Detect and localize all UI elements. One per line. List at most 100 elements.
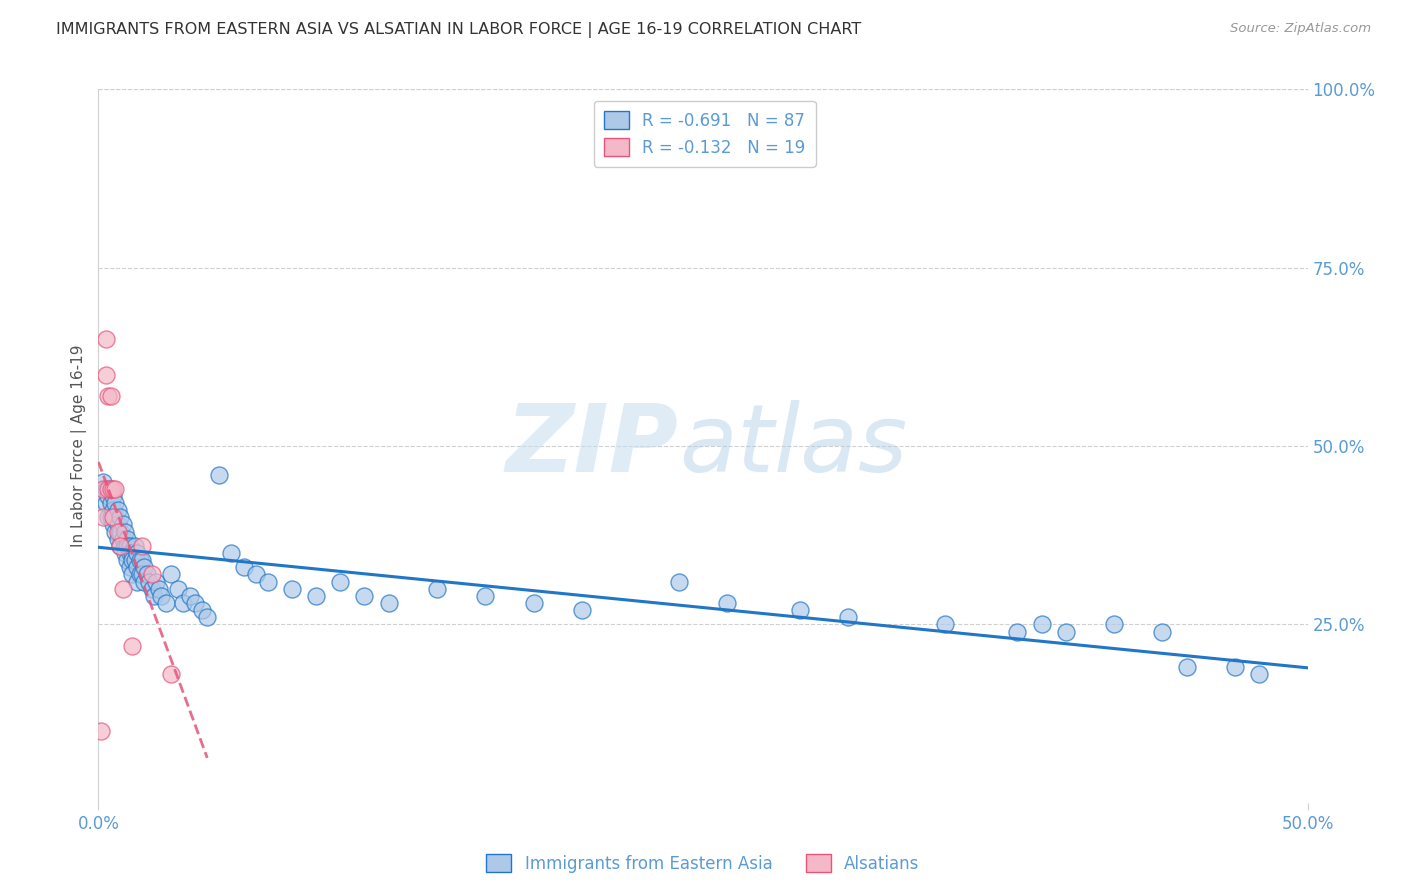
Point <box>167 582 190 596</box>
Point <box>117 553 139 567</box>
Point <box>131 539 153 553</box>
Point <box>107 524 129 539</box>
Point <box>138 574 160 589</box>
Point <box>135 567 157 582</box>
Point <box>191 603 214 617</box>
Point <box>329 574 352 589</box>
Point <box>91 510 114 524</box>
Point <box>221 546 243 560</box>
Point <box>1152 624 1174 639</box>
Point <box>117 539 139 553</box>
Point <box>148 582 170 596</box>
Point <box>245 567 267 582</box>
Point <box>97 510 120 524</box>
Point <box>127 574 149 589</box>
Point <box>1102 617 1125 632</box>
Point <box>111 532 134 546</box>
Point <box>789 603 811 617</box>
Point <box>281 582 304 596</box>
Point <box>141 582 163 596</box>
Point <box>114 539 136 553</box>
Point <box>134 574 156 589</box>
Point <box>131 567 153 582</box>
Point <box>571 603 593 617</box>
Point <box>94 332 117 346</box>
Point <box>111 517 134 532</box>
Point <box>90 724 112 739</box>
Point <box>716 596 738 610</box>
Point <box>353 589 375 603</box>
Point <box>94 482 117 496</box>
Point <box>124 553 146 567</box>
Point <box>160 667 183 681</box>
Point <box>101 503 124 517</box>
Point <box>1054 624 1077 639</box>
Point <box>1175 660 1198 674</box>
Point <box>172 596 194 610</box>
Point <box>160 567 183 582</box>
Point <box>208 467 231 482</box>
Point <box>108 539 131 553</box>
Point <box>94 496 117 510</box>
Point <box>668 574 690 589</box>
Point <box>1223 660 1246 674</box>
Point <box>108 539 131 553</box>
Point <box>179 589 201 603</box>
Point <box>127 546 149 560</box>
Point <box>150 589 173 603</box>
Point <box>104 482 127 496</box>
Point <box>101 510 124 524</box>
Point <box>118 539 141 553</box>
Text: ZIP: ZIP <box>506 400 679 492</box>
Point <box>104 496 127 510</box>
Point <box>143 589 166 603</box>
Point <box>837 610 859 624</box>
Point <box>114 546 136 560</box>
Point <box>107 517 129 532</box>
Point <box>934 617 956 632</box>
Point <box>134 560 156 574</box>
Point <box>118 560 141 574</box>
Point <box>184 596 207 610</box>
Point <box>426 582 449 596</box>
Text: IMMIGRANTS FROM EASTERN ASIA VS ALSATIAN IN LABOR FORCE | AGE 16-19 CORRELATION : IMMIGRANTS FROM EASTERN ASIA VS ALSATIAN… <box>56 22 862 38</box>
Point <box>108 524 131 539</box>
Point <box>128 567 150 582</box>
Point <box>91 475 114 489</box>
Point <box>131 553 153 567</box>
Text: Source: ZipAtlas.com: Source: ZipAtlas.com <box>1230 22 1371 36</box>
Point <box>1007 624 1029 639</box>
Point <box>124 539 146 553</box>
Point <box>108 510 131 524</box>
Point <box>155 596 177 610</box>
Point <box>100 496 122 510</box>
Point <box>117 532 139 546</box>
Point <box>101 489 124 503</box>
Point <box>101 517 124 532</box>
Point <box>91 482 114 496</box>
Point <box>256 574 278 589</box>
Point <box>121 553 143 567</box>
Point <box>145 574 167 589</box>
Point <box>100 482 122 496</box>
Point <box>523 596 546 610</box>
Point <box>101 482 124 496</box>
Point <box>141 567 163 582</box>
Point <box>377 596 399 610</box>
Point <box>111 582 134 596</box>
Point <box>100 389 122 403</box>
Point <box>232 560 254 574</box>
Point <box>94 368 117 382</box>
Point <box>305 589 328 603</box>
Point <box>100 482 122 496</box>
Point <box>474 589 496 603</box>
Point <box>104 510 127 524</box>
Point <box>128 553 150 567</box>
Point <box>104 524 127 539</box>
Legend: R = -0.691   N = 87, R = -0.132   N = 19: R = -0.691 N = 87, R = -0.132 N = 19 <box>593 101 815 167</box>
Point <box>127 560 149 574</box>
Point <box>100 510 122 524</box>
Point <box>97 389 120 403</box>
Point <box>121 567 143 582</box>
Point <box>118 546 141 560</box>
